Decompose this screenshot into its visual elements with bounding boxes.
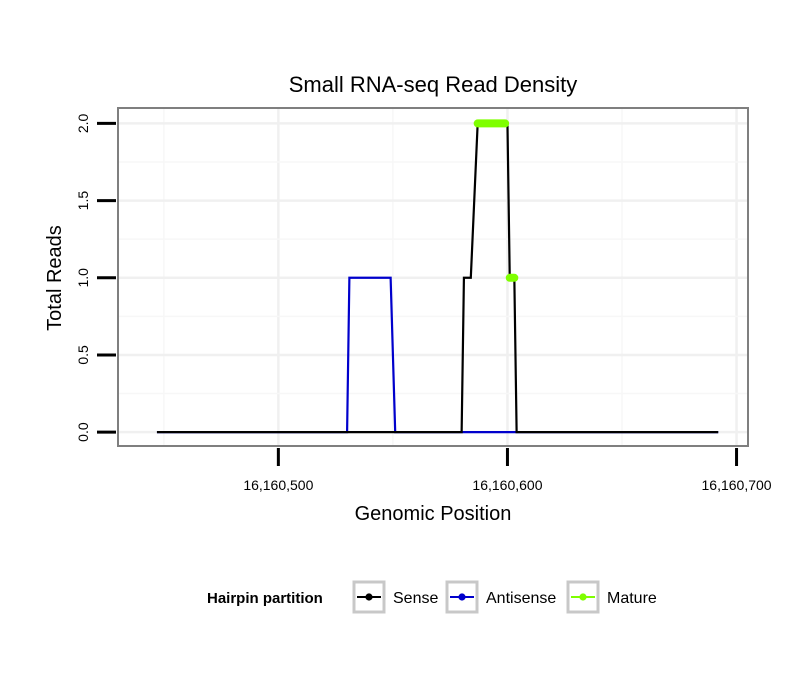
legend: Hairpin partition Sense Antisense Mature bbox=[207, 580, 657, 614]
y-tick-label: 0.0 bbox=[75, 422, 91, 442]
legend-label-mature: Mature bbox=[607, 590, 657, 607]
chart-title: Small RNA-seq Read Density bbox=[289, 72, 578, 97]
x-tick-label: 16,160,500 bbox=[243, 477, 313, 493]
legend-key-dot bbox=[365, 593, 373, 601]
axis-ticks: 16,160,500 16,160,600 16,160,700 0.0 0.5 1.0 1… bbox=[75, 113, 772, 493]
y-tick-label: 1.5 bbox=[75, 191, 91, 211]
plot-panel-border bbox=[117, 107, 749, 447]
y-tick-label: 2.0 bbox=[75, 113, 91, 133]
x-tick-label: 16,160,700 bbox=[702, 477, 772, 493]
legend-key-dot bbox=[579, 593, 587, 601]
x-tick-label: 16,160,600 bbox=[472, 477, 542, 493]
y-tick-label: 1.0 bbox=[75, 268, 91, 288]
x-axis-title: Genomic Position bbox=[355, 503, 512, 525]
legend-key-dot bbox=[458, 593, 466, 601]
y-axis-title: Total Reads bbox=[44, 225, 66, 331]
legend-label-antisense: Antisense bbox=[486, 590, 556, 607]
series-layer bbox=[156, 119, 719, 434]
legend-label-sense: Sense bbox=[393, 590, 438, 607]
y-tick-label: 0.5 bbox=[75, 345, 91, 365]
legend-title: Hairpin partition bbox=[207, 590, 323, 607]
